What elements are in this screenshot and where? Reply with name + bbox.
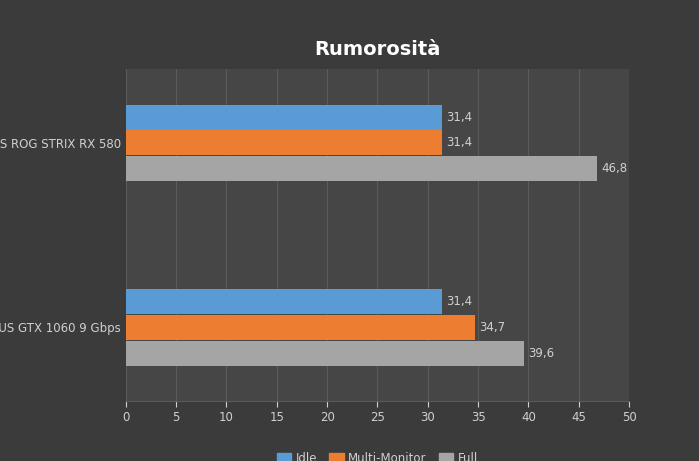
- Text: 31,4: 31,4: [446, 111, 472, 124]
- Bar: [126, 341, 524, 366]
- Text: 31,4: 31,4: [446, 136, 472, 149]
- Bar: [126, 130, 442, 155]
- Text: 39,6: 39,6: [528, 347, 554, 360]
- Text: 31,4: 31,4: [446, 295, 472, 308]
- Title: Rumorosità: Rumorosità: [315, 40, 440, 59]
- Text: 46,8: 46,8: [601, 162, 627, 175]
- Bar: [126, 289, 442, 314]
- Text: 34,7: 34,7: [479, 321, 505, 334]
- Bar: [126, 156, 597, 181]
- Legend: Idle, Multi-Monitor, Full: Idle, Multi-Monitor, Full: [273, 447, 482, 461]
- Bar: [126, 105, 442, 130]
- Bar: [126, 315, 475, 340]
